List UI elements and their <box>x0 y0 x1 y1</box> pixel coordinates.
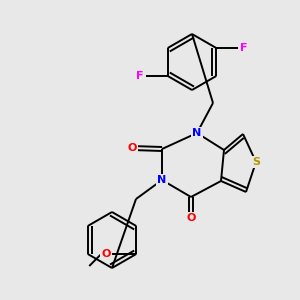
Text: F: F <box>136 71 143 81</box>
Text: O: O <box>102 249 111 259</box>
Text: F: F <box>241 43 248 53</box>
Text: S: S <box>252 157 260 167</box>
Text: O: O <box>186 213 196 223</box>
Text: N: N <box>158 175 166 185</box>
Text: N: N <box>192 128 202 138</box>
Text: O: O <box>127 143 137 153</box>
